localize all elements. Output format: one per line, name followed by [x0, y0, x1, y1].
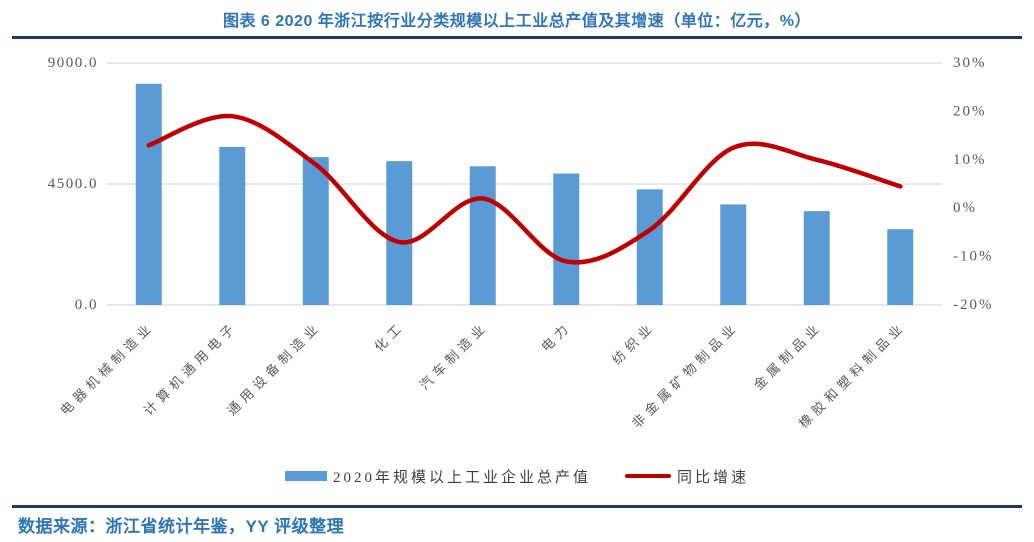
combo-chart: 9000.0 4500.0 0.0 30% 20% 10% 0% -10% -20% 电器机械制造… — [0, 40, 1034, 460]
bar-series-swatch — [284, 471, 327, 481]
bar-通用设备制造业 — [302, 157, 329, 305]
right-axis-tick-label: 20% — [953, 103, 987, 119]
x-axis-label: 纺织业 — [609, 319, 658, 368]
bar-计算机通用电子 — [219, 146, 246, 305]
left-axis-tick-label: 4500.0 — [48, 176, 98, 192]
data-source-note: 数据来源：浙江省统计年鉴，YY 评级整理 — [18, 517, 345, 536]
x-axis-label: 汽车制造业 — [417, 319, 491, 393]
bar-汽车制造业 — [469, 166, 496, 305]
bar-金属制品业 — [803, 211, 830, 305]
bar-series-label: 2020年规模以上工业企业总产值 — [332, 469, 591, 486]
right-axis-tick-label: -20% — [953, 297, 994, 313]
right-axis-tick-label: 30% — [953, 55, 987, 71]
x-axis-label: 电力 — [538, 319, 574, 355]
bar-电力 — [553, 173, 580, 305]
right-axis-tick-label: -10% — [953, 249, 994, 265]
bar-非金属矿物制品业 — [720, 204, 747, 305]
x-axis-label: 通用设备制造业 — [224, 319, 324, 419]
bar-电器机械制造业 — [135, 83, 162, 306]
x-axis-label: 计算机通用电子 — [141, 319, 241, 419]
legend-item-bar-series: 2020年规模以上工业企业总产值 — [284, 466, 591, 487]
left-axis-tick-label: 9000.0 — [48, 55, 98, 71]
line-series-label: 同比增速 — [677, 469, 750, 486]
growth-trend-line — [146, 113, 903, 265]
bar-化工 — [386, 161, 413, 305]
chart-legend: 2020年规模以上工业企业总产值 同比增速 — [0, 465, 1034, 487]
x-axis-label: 金属制品业 — [751, 319, 825, 393]
chart-canvas: 9000.0 4500.0 0.0 30% 20% 10% 0% -10% -20% 电器机械制造… — [48, 55, 994, 431]
title-divider — [12, 36, 1022, 39]
x-axis-label: 化工 — [371, 319, 407, 355]
x-axis-label: 电器机械制造业 — [57, 319, 157, 419]
left-axis-tick-label: 0.0 — [75, 297, 98, 313]
bar-纺织业 — [636, 189, 663, 305]
right-axis-tick-label: 0% — [953, 200, 977, 216]
chart-title: 图表 6 2020 年浙江按行业分类规模以上工业总产值及其增速（单位：亿元，%） — [222, 13, 812, 30]
right-axis-tick-label: 10% — [953, 152, 987, 168]
footer-divider — [12, 505, 1022, 508]
legend-item-line-series: 同比增速 — [625, 466, 749, 487]
bar-橡胶和塑料制品业 — [887, 229, 914, 305]
line-series-swatch — [625, 474, 671, 478]
